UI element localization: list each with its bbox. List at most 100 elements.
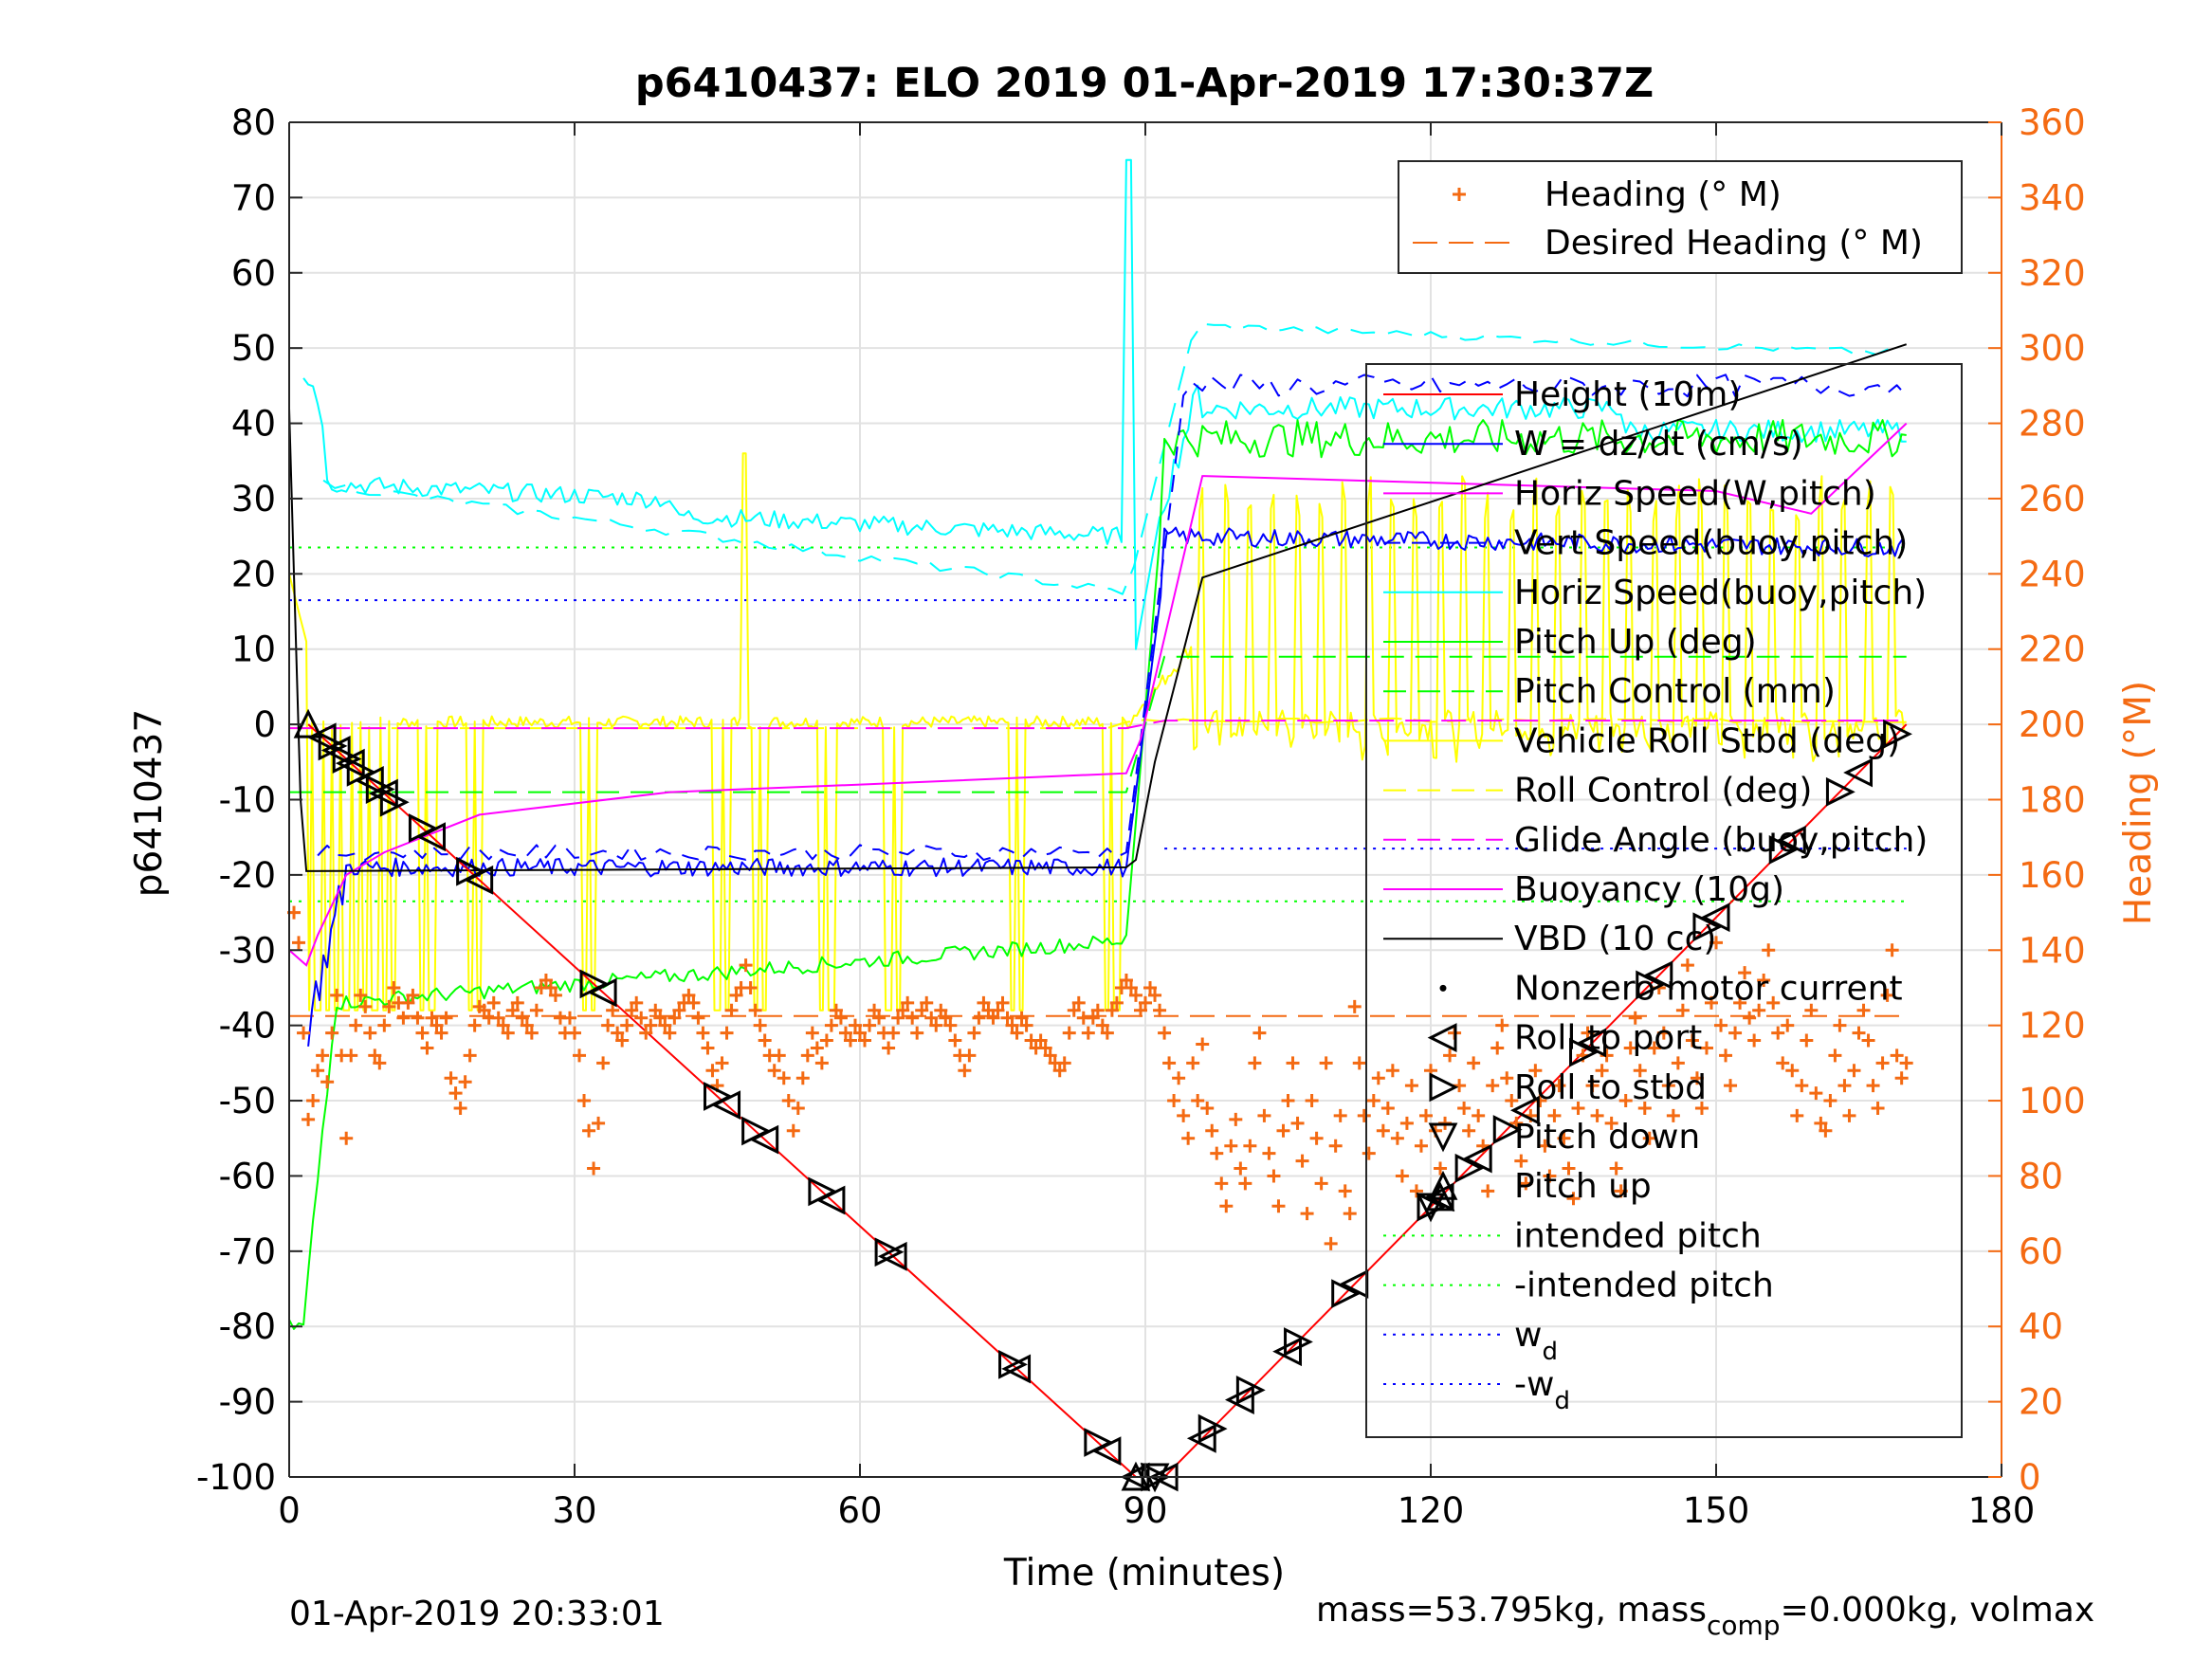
roll-to-stbd-marker (1454, 1153, 1485, 1183)
heading-point (1852, 1026, 1866, 1040)
heading-point (491, 1011, 505, 1025)
roll-to-stbd-marker (379, 787, 410, 817)
heading-point (1595, 1064, 1609, 1078)
heading-point (406, 988, 420, 1002)
heading-point (986, 1011, 1000, 1025)
x-tick-label: 120 (1398, 1490, 1465, 1531)
heading-point (810, 1041, 824, 1055)
heading-point (1771, 1026, 1785, 1040)
legend-entry: Vert Speed(buoy,pitch) (1514, 524, 1908, 563)
heading-point (439, 1011, 453, 1025)
heading-point (1362, 1146, 1376, 1160)
legend-motor-symbol (1439, 984, 1447, 992)
heading-point (1081, 1026, 1095, 1040)
heading-point (1890, 1048, 1904, 1063)
roll-to-stbd-marker (1825, 776, 1856, 807)
right-y-tick-label: 360 (2019, 102, 2086, 143)
heading-point (297, 1026, 311, 1040)
heading-point (800, 1048, 814, 1063)
heading-point (606, 1003, 620, 1017)
heading-point (729, 988, 743, 1002)
y-tick-label: 20 (231, 554, 276, 594)
heading-point (601, 1018, 615, 1032)
heading-point (1528, 1064, 1543, 1078)
legend-marker-symbol (1428, 1170, 1458, 1200)
heading-point (1019, 1018, 1033, 1032)
roll-to-stbd-marker (346, 757, 376, 787)
roll-to-stbd-marker (579, 969, 610, 999)
heading-point (767, 1064, 781, 1078)
right-y-tick-label: 280 (2019, 404, 2086, 445)
heading-point (805, 1026, 819, 1040)
heading-point (1290, 1116, 1305, 1130)
heading-point (1800, 1033, 1814, 1048)
heading-point (1191, 1094, 1205, 1108)
roll-to-port-marker (877, 1241, 907, 1271)
heading-point (1847, 1064, 1861, 1078)
footer-mass-text: mass=53.795kg, mass (1316, 1591, 1707, 1630)
legend-entry: Vehicle Roll Stbd (deg) (1514, 721, 1900, 760)
heading-point (705, 1064, 720, 1078)
heading-point (1352, 1056, 1366, 1070)
pitch-control-trace (289, 655, 1907, 793)
heading-point (1229, 1112, 1243, 1126)
heading-point (1709, 936, 1723, 950)
heading-point (1647, 1041, 1661, 1055)
heading-point (373, 1056, 387, 1070)
heading-point (1148, 988, 1162, 1002)
right-y-tick-label: 260 (2019, 479, 2086, 520)
legend-entry: Pitch Control (mm) (1514, 672, 1836, 711)
heading-point (1728, 1026, 1743, 1040)
heading-point (1196, 1037, 1210, 1051)
heading-point (1200, 1101, 1215, 1115)
heading-point (387, 980, 401, 994)
roll-to-stbd-marker (808, 1176, 838, 1207)
heading-point (1390, 1131, 1404, 1145)
heading-point (1547, 1108, 1562, 1122)
heading-point (1071, 995, 1086, 1010)
roll-to-port-marker (1700, 902, 1730, 933)
heading-point (377, 1018, 392, 1032)
legend-entry: Buoyancy (10g) (1514, 870, 1784, 909)
heading-point (1866, 1079, 1880, 1093)
right-y-axis-label: Heading (°M) (2117, 681, 2160, 925)
heading-point (306, 1094, 320, 1108)
heading-point (1856, 1003, 1871, 1017)
legend-marker-symbol (1428, 1122, 1458, 1153)
heading-point (396, 1011, 411, 1025)
right-y-tick-label: 80 (2019, 1156, 2063, 1196)
heading-point (1738, 966, 1752, 980)
heading-point (1828, 1048, 1842, 1063)
y-tick-label: -10 (219, 780, 276, 821)
heading-point (848, 1018, 862, 1032)
heading-point (1409, 1184, 1423, 1198)
right-y-tick-label: 340 (2019, 177, 2086, 218)
right-y-tick-label: 300 (2019, 328, 2086, 369)
roll-to-stbd-marker (456, 856, 485, 886)
heading-point (1100, 1026, 1114, 1040)
heading-point (1328, 1139, 1343, 1153)
right-y-tick-label: 120 (2019, 1006, 2086, 1047)
legend-heading-entry: Desired Heading (° M) (1545, 224, 1923, 263)
heading-point (967, 1026, 981, 1040)
heading-point (1399, 1116, 1414, 1130)
footer-date: 01-Apr-2019 20:33:01 (289, 1595, 665, 1633)
heading-point (1804, 1003, 1819, 1017)
heading-point (1557, 1131, 1571, 1145)
heading-point (1590, 1108, 1604, 1122)
legend-subscript: d (1542, 1338, 1558, 1366)
right-y-tick-label: 240 (2019, 554, 2086, 594)
right-y-tick-label: 60 (2019, 1231, 2063, 1272)
heading-point (1167, 1094, 1181, 1108)
heading-point (1257, 1108, 1271, 1122)
heading-point (1033, 1033, 1048, 1048)
heading-point (1262, 1146, 1276, 1160)
right-y-tick-label: 20 (2019, 1382, 2063, 1423)
heading-point (1371, 1071, 1385, 1085)
heading-point (1271, 1199, 1286, 1213)
heading-point (663, 1026, 677, 1040)
roll-to-stbd-marker (1569, 1037, 1599, 1067)
heading-point (1343, 1207, 1357, 1221)
roll-to-port-marker (1843, 757, 1873, 788)
roll-to-port-marker (1224, 1385, 1254, 1415)
